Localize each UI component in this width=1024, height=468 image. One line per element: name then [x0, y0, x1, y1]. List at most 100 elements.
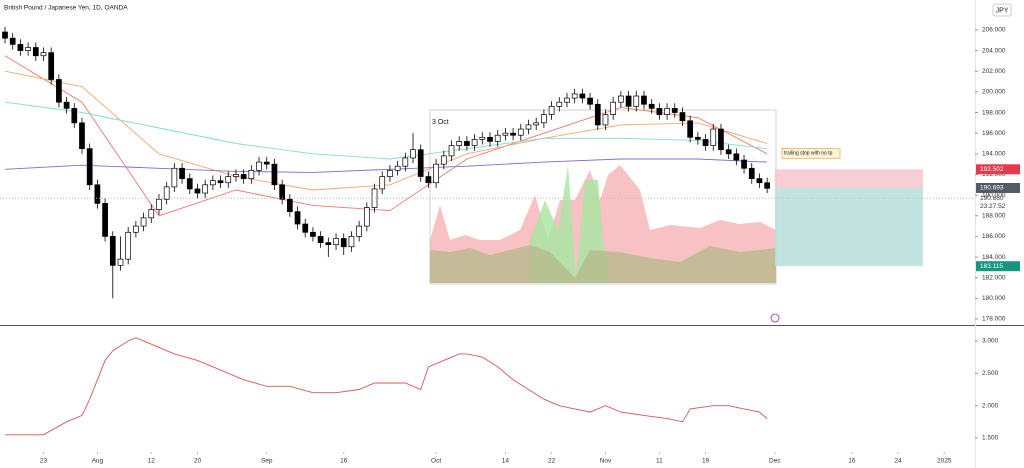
candle-body: [502, 132, 509, 136]
candle-body: [48, 52, 55, 80]
currency[interactable]: JPY: [996, 7, 1009, 14]
candle-body: [17, 44, 24, 51]
candle-body: [40, 52, 47, 57]
target-zone: [775, 187, 923, 267]
y-tick-label: 186.000: [982, 233, 1006, 240]
candle-body: [56, 79, 62, 103]
candle-body: [379, 176, 386, 190]
candle-body: [517, 128, 524, 136]
candle-body: [594, 103, 601, 126]
candle-body: [256, 161, 262, 171]
x-tick-label: Oct: [431, 458, 441, 465]
candle-body: [163, 186, 170, 200]
candle-body: [86, 148, 93, 186]
main-pane: [0, 26, 975, 299]
overlay-area: [430, 245, 776, 283]
candle-body: [610, 101, 617, 115]
candle-body: [541, 114, 547, 124]
y-tick-label: 2.000: [982, 402, 999, 409]
candle-body: [271, 163, 278, 186]
candle-body: [440, 155, 447, 165]
candle-body: [417, 149, 424, 177]
candle-body: [402, 157, 409, 167]
candle-body: [641, 95, 647, 105]
candle-body: [633, 95, 640, 107]
candle-body: [286, 198, 293, 212]
y-tick-label: 3.000: [982, 338, 999, 345]
candle-body: [363, 207, 370, 227]
y-tick-label: 192.000: [982, 171, 1006, 178]
candle-body: [348, 236, 355, 248]
x-tick-label: Nov: [600, 458, 612, 465]
candle-body: [294, 211, 301, 225]
price-label: 192.502: [980, 166, 1004, 173]
candle-body: [695, 136, 701, 140]
x-tick-label: Dec: [769, 458, 781, 465]
moving-average: [4, 70, 768, 191]
candle-body: [648, 103, 655, 109]
y-tick-label: 2.500: [982, 370, 999, 377]
candle-body: [510, 132, 516, 136]
candle-body: [679, 112, 686, 122]
candle-body: [109, 236, 116, 266]
candle-body: [564, 97, 570, 103]
x-tick-label: 23: [40, 458, 48, 465]
y-tick-label: 182.000: [982, 274, 1006, 281]
candle-body: [579, 93, 586, 99]
candle-body: [525, 124, 532, 130]
y-tick-label: 180.000: [982, 295, 1006, 302]
candle-body: [210, 180, 216, 186]
candle-body: [471, 139, 478, 146]
x-tick-label: Sep: [261, 458, 273, 465]
candle-body: [479, 136, 486, 140]
price-label-box: [976, 261, 1020, 272]
candle-body: [2, 31, 8, 39]
candle-body: [733, 153, 740, 161]
candle-body: [325, 242, 332, 246]
candle-body: [179, 167, 185, 179]
annotation: trailing stop with no tp: [784, 151, 833, 157]
candle-body: [725, 149, 732, 155]
candle-body: [710, 128, 717, 146]
annotation-box: [781, 147, 841, 159]
candle-body: [394, 165, 401, 171]
event-icon[interactable]: [770, 313, 780, 323]
y-tick-label: 194.000: [982, 151, 1006, 158]
candle-body: [79, 122, 85, 150]
candle-body: [248, 169, 255, 179]
candle-body: [302, 223, 309, 233]
candle-body: [263, 161, 270, 165]
candle-body: [71, 108, 78, 124]
candle-body: [702, 139, 709, 146]
candle-body: [687, 120, 694, 138]
candle-body: [556, 101, 563, 107]
candle-body: [125, 231, 132, 260]
overlay-label: 3 Oct: [432, 119, 449, 126]
candle-body: [148, 209, 155, 219]
candle-body: [279, 184, 285, 200]
indicator-line: [5, 337, 768, 436]
candle-body: [456, 141, 463, 146]
x-tick-label: 22: [548, 458, 556, 465]
candle-body: [225, 176, 232, 184]
candle-body: [548, 105, 555, 115]
candle-body: [133, 225, 139, 233]
candle-body: [494, 134, 501, 142]
last-price-label: 190.660: [980, 195, 1004, 202]
y-tick-label: 202.000: [982, 68, 1006, 75]
y-tick-label: 184.000: [982, 254, 1006, 261]
candle-body: [340, 238, 347, 248]
candle-body: [186, 178, 193, 190]
candle-body: [764, 182, 770, 189]
candle-body: [217, 180, 224, 184]
candle-body: [425, 176, 432, 184]
candle-body: [25, 47, 31, 51]
x-tick-label: 11: [656, 458, 663, 465]
y-tick-label: 200.000: [982, 89, 1006, 96]
candle-body: [202, 184, 209, 194]
x-tick-label: 2025: [937, 458, 952, 465]
candle-body: [310, 231, 316, 237]
currency-box[interactable]: [992, 3, 1012, 17]
countdown: 23:27:52: [980, 203, 1006, 210]
